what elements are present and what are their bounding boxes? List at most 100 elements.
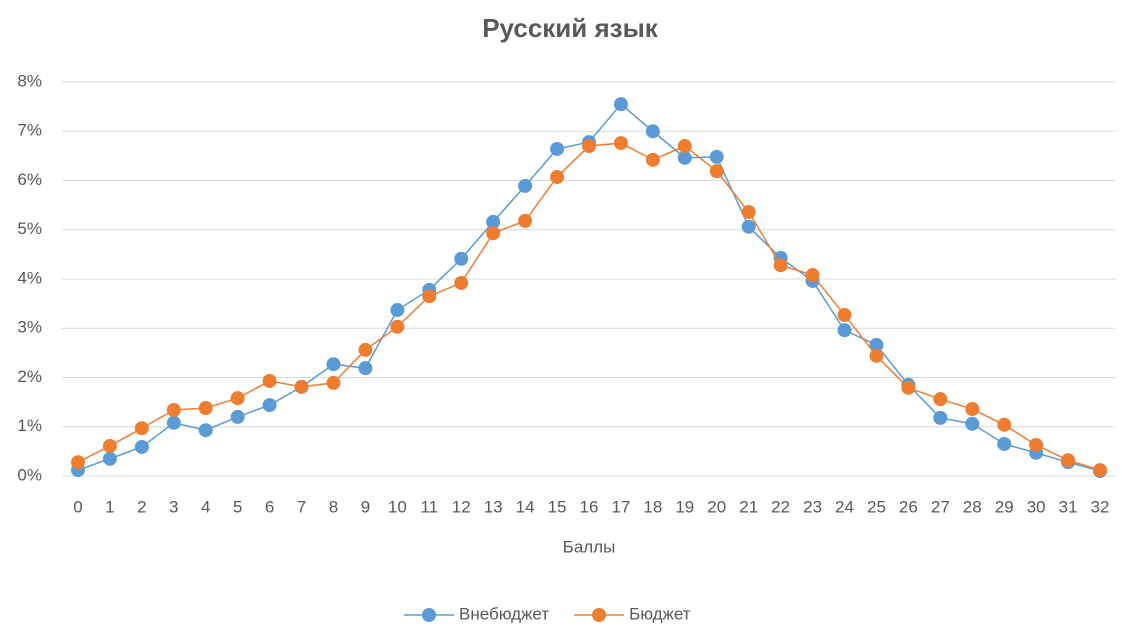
data-point (1093, 463, 1108, 478)
data-point (70, 455, 85, 470)
data-point (965, 402, 980, 417)
data-point (741, 219, 756, 234)
data-point (869, 337, 884, 352)
data-point (198, 401, 213, 416)
data-point (102, 451, 117, 466)
y-tick-label: 4% (17, 268, 42, 287)
x-tick-label: 20 (707, 497, 726, 516)
data-point (166, 403, 181, 418)
x-tick-label: 22 (771, 497, 790, 516)
legend-label: Внебюджет (459, 604, 549, 623)
data-point (582, 139, 596, 154)
y-tick-label: 6% (17, 170, 42, 189)
data-point (294, 379, 309, 394)
x-tick-label: 2 (137, 497, 146, 516)
data-point (965, 416, 980, 431)
x-tick-label: 12 (452, 497, 471, 516)
data-point (358, 342, 373, 357)
x-tick-label: 13 (484, 497, 503, 516)
x-tick-label: 1 (105, 497, 114, 516)
data-point (645, 124, 660, 139)
data-point (997, 436, 1012, 451)
data-point (613, 97, 628, 112)
x-tick-label: 32 (1091, 497, 1110, 516)
x-tick-label: 27 (931, 497, 950, 516)
legend-label: Бюджет (629, 604, 691, 623)
data-point (645, 152, 660, 167)
data-point (773, 258, 788, 273)
y-tick-label: 5% (17, 219, 42, 238)
x-tick-label: 14 (516, 497, 535, 516)
data-point (390, 303, 405, 318)
data-point (134, 421, 149, 436)
data-point (933, 392, 948, 407)
legend-marker (422, 608, 436, 622)
x-tick-label: 26 (899, 497, 918, 516)
data-point (198, 423, 213, 438)
data-point (230, 391, 245, 406)
x-tick-label: 0 (73, 497, 82, 516)
data-point (741, 205, 756, 220)
data-point (869, 348, 884, 363)
data-point (262, 373, 277, 388)
x-tick-label: 10 (388, 497, 407, 516)
y-tick-label: 7% (17, 121, 42, 140)
data-point (230, 409, 245, 424)
x-tick-label: 5 (233, 497, 242, 516)
x-tick-label: 18 (643, 497, 662, 516)
data-point (550, 170, 565, 185)
series-line (77, 142, 1101, 471)
data-point (134, 439, 149, 454)
data-point (1029, 437, 1044, 452)
y-tick-label: 8% (17, 71, 42, 90)
y-tick-label: 3% (17, 318, 42, 337)
data-point (454, 275, 469, 290)
data-point (166, 415, 181, 430)
x-axis-label: Баллы (563, 537, 616, 556)
data-point (997, 417, 1012, 432)
y-tick-label: 0% (17, 465, 42, 484)
legend-marker (592, 608, 607, 622)
data-point (358, 361, 373, 376)
data-point (1061, 453, 1076, 468)
x-tick-label: 25 (867, 497, 886, 516)
x-tick-label: 4 (201, 497, 210, 516)
data-point (486, 226, 501, 241)
data-point (550, 141, 565, 156)
x-tick-label: 8 (329, 497, 338, 516)
data-point (901, 380, 916, 395)
x-tick-label: 28 (963, 497, 982, 516)
data-point (390, 319, 405, 334)
data-point (933, 410, 948, 425)
x-tick-label: 6 (265, 497, 274, 516)
data-point (677, 139, 692, 154)
x-tick-label: 19 (675, 497, 694, 516)
x-tick-label: 31 (1059, 497, 1078, 516)
data-point (326, 375, 341, 390)
data-point (422, 289, 437, 304)
x-tick-label: 7 (297, 497, 306, 516)
x-tick-label: 24 (835, 497, 854, 516)
data-point (677, 150, 692, 165)
x-tick-label: 3 (169, 497, 178, 516)
data-point (518, 178, 533, 193)
data-point (102, 438, 117, 453)
data-point (262, 398, 277, 413)
x-tick-label: 15 (548, 497, 567, 516)
y-tick-label: 2% (17, 367, 42, 386)
data-point (805, 268, 820, 283)
x-tick-label: 17 (611, 497, 630, 516)
data-point (613, 136, 628, 151)
x-tick-label: 11 (420, 497, 438, 516)
data-point (486, 214, 501, 229)
x-tick-label: 30 (1027, 497, 1046, 516)
chart-title: Русский язык (482, 13, 659, 43)
data-point (709, 164, 724, 179)
x-tick-label: 21 (739, 497, 758, 516)
data-point (518, 213, 533, 228)
x-tick-label: 23 (803, 497, 822, 516)
x-tick-label: 16 (580, 497, 599, 516)
data-point (837, 323, 852, 338)
data-point (709, 149, 724, 164)
